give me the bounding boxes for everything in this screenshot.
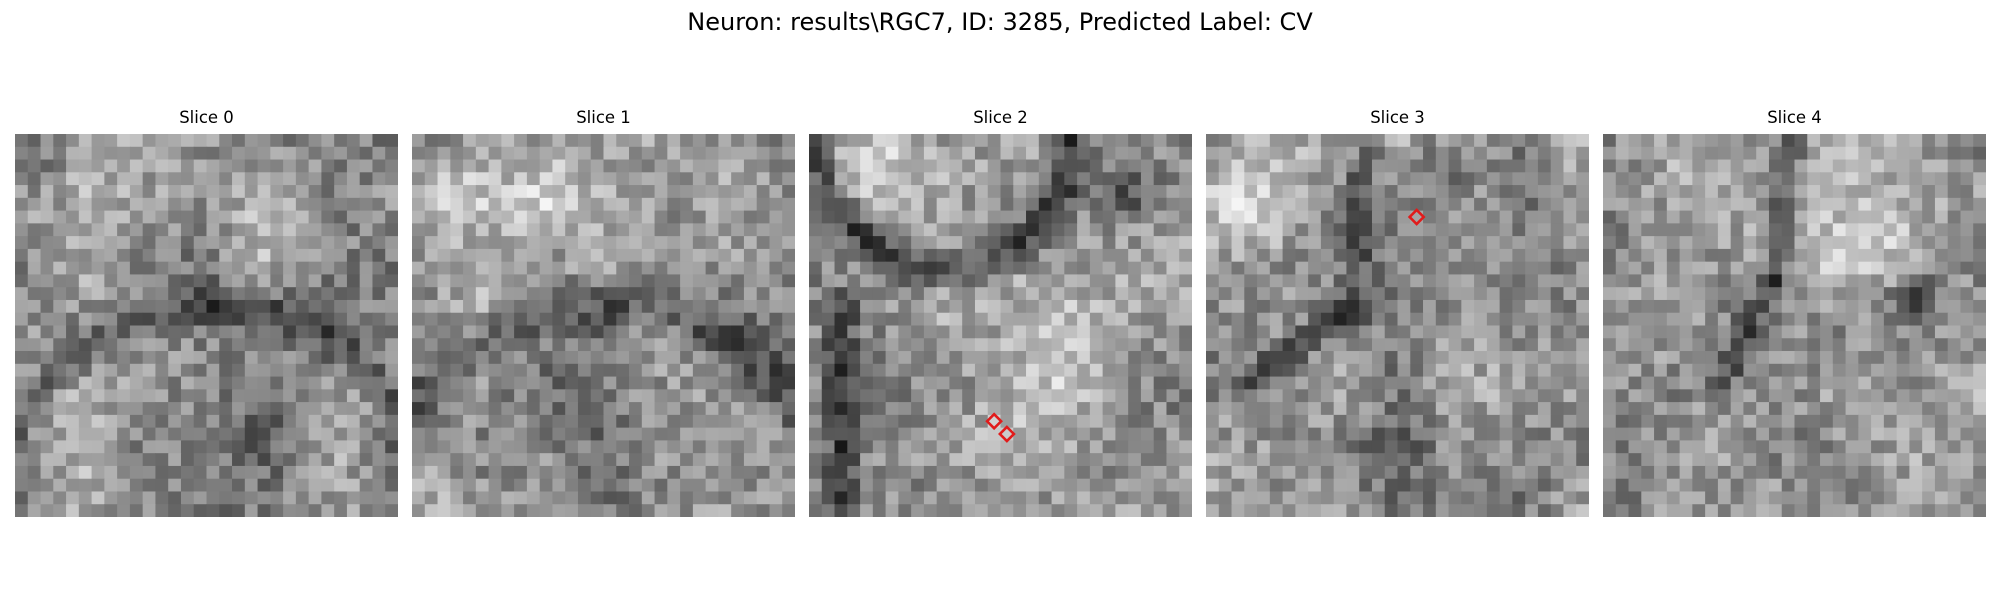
slice-image-2 xyxy=(809,134,1192,517)
marker-diamond-icon xyxy=(1407,208,1426,226)
slice-title-3: Slice 3 xyxy=(1370,108,1425,127)
slice-title-2: Slice 2 xyxy=(973,108,1028,127)
slice-title-0: Slice 0 xyxy=(179,108,234,127)
slice-title-4: Slice 4 xyxy=(1767,108,1822,127)
slice-panel-1: Slice 1 xyxy=(412,108,795,517)
marker-diamond-icon xyxy=(985,412,1003,431)
slice-panel-0: Slice 0 xyxy=(15,108,398,517)
slice-image-1 xyxy=(412,134,795,517)
figure-title: Neuron: results\RGC7, ID: 3285, Predicte… xyxy=(687,8,1313,36)
slice-image-4 xyxy=(1603,134,1986,517)
marker-diamond-icon xyxy=(998,425,1016,443)
slice-panel-2: Slice 2 xyxy=(809,108,1192,517)
slice-panel-4: Slice 4 xyxy=(1603,108,1986,517)
slice-panel-3: Slice 3 xyxy=(1206,108,1589,517)
slice-title-1: Slice 1 xyxy=(576,108,631,127)
slice-image-0 xyxy=(15,134,398,517)
slice-image-3 xyxy=(1206,134,1589,517)
